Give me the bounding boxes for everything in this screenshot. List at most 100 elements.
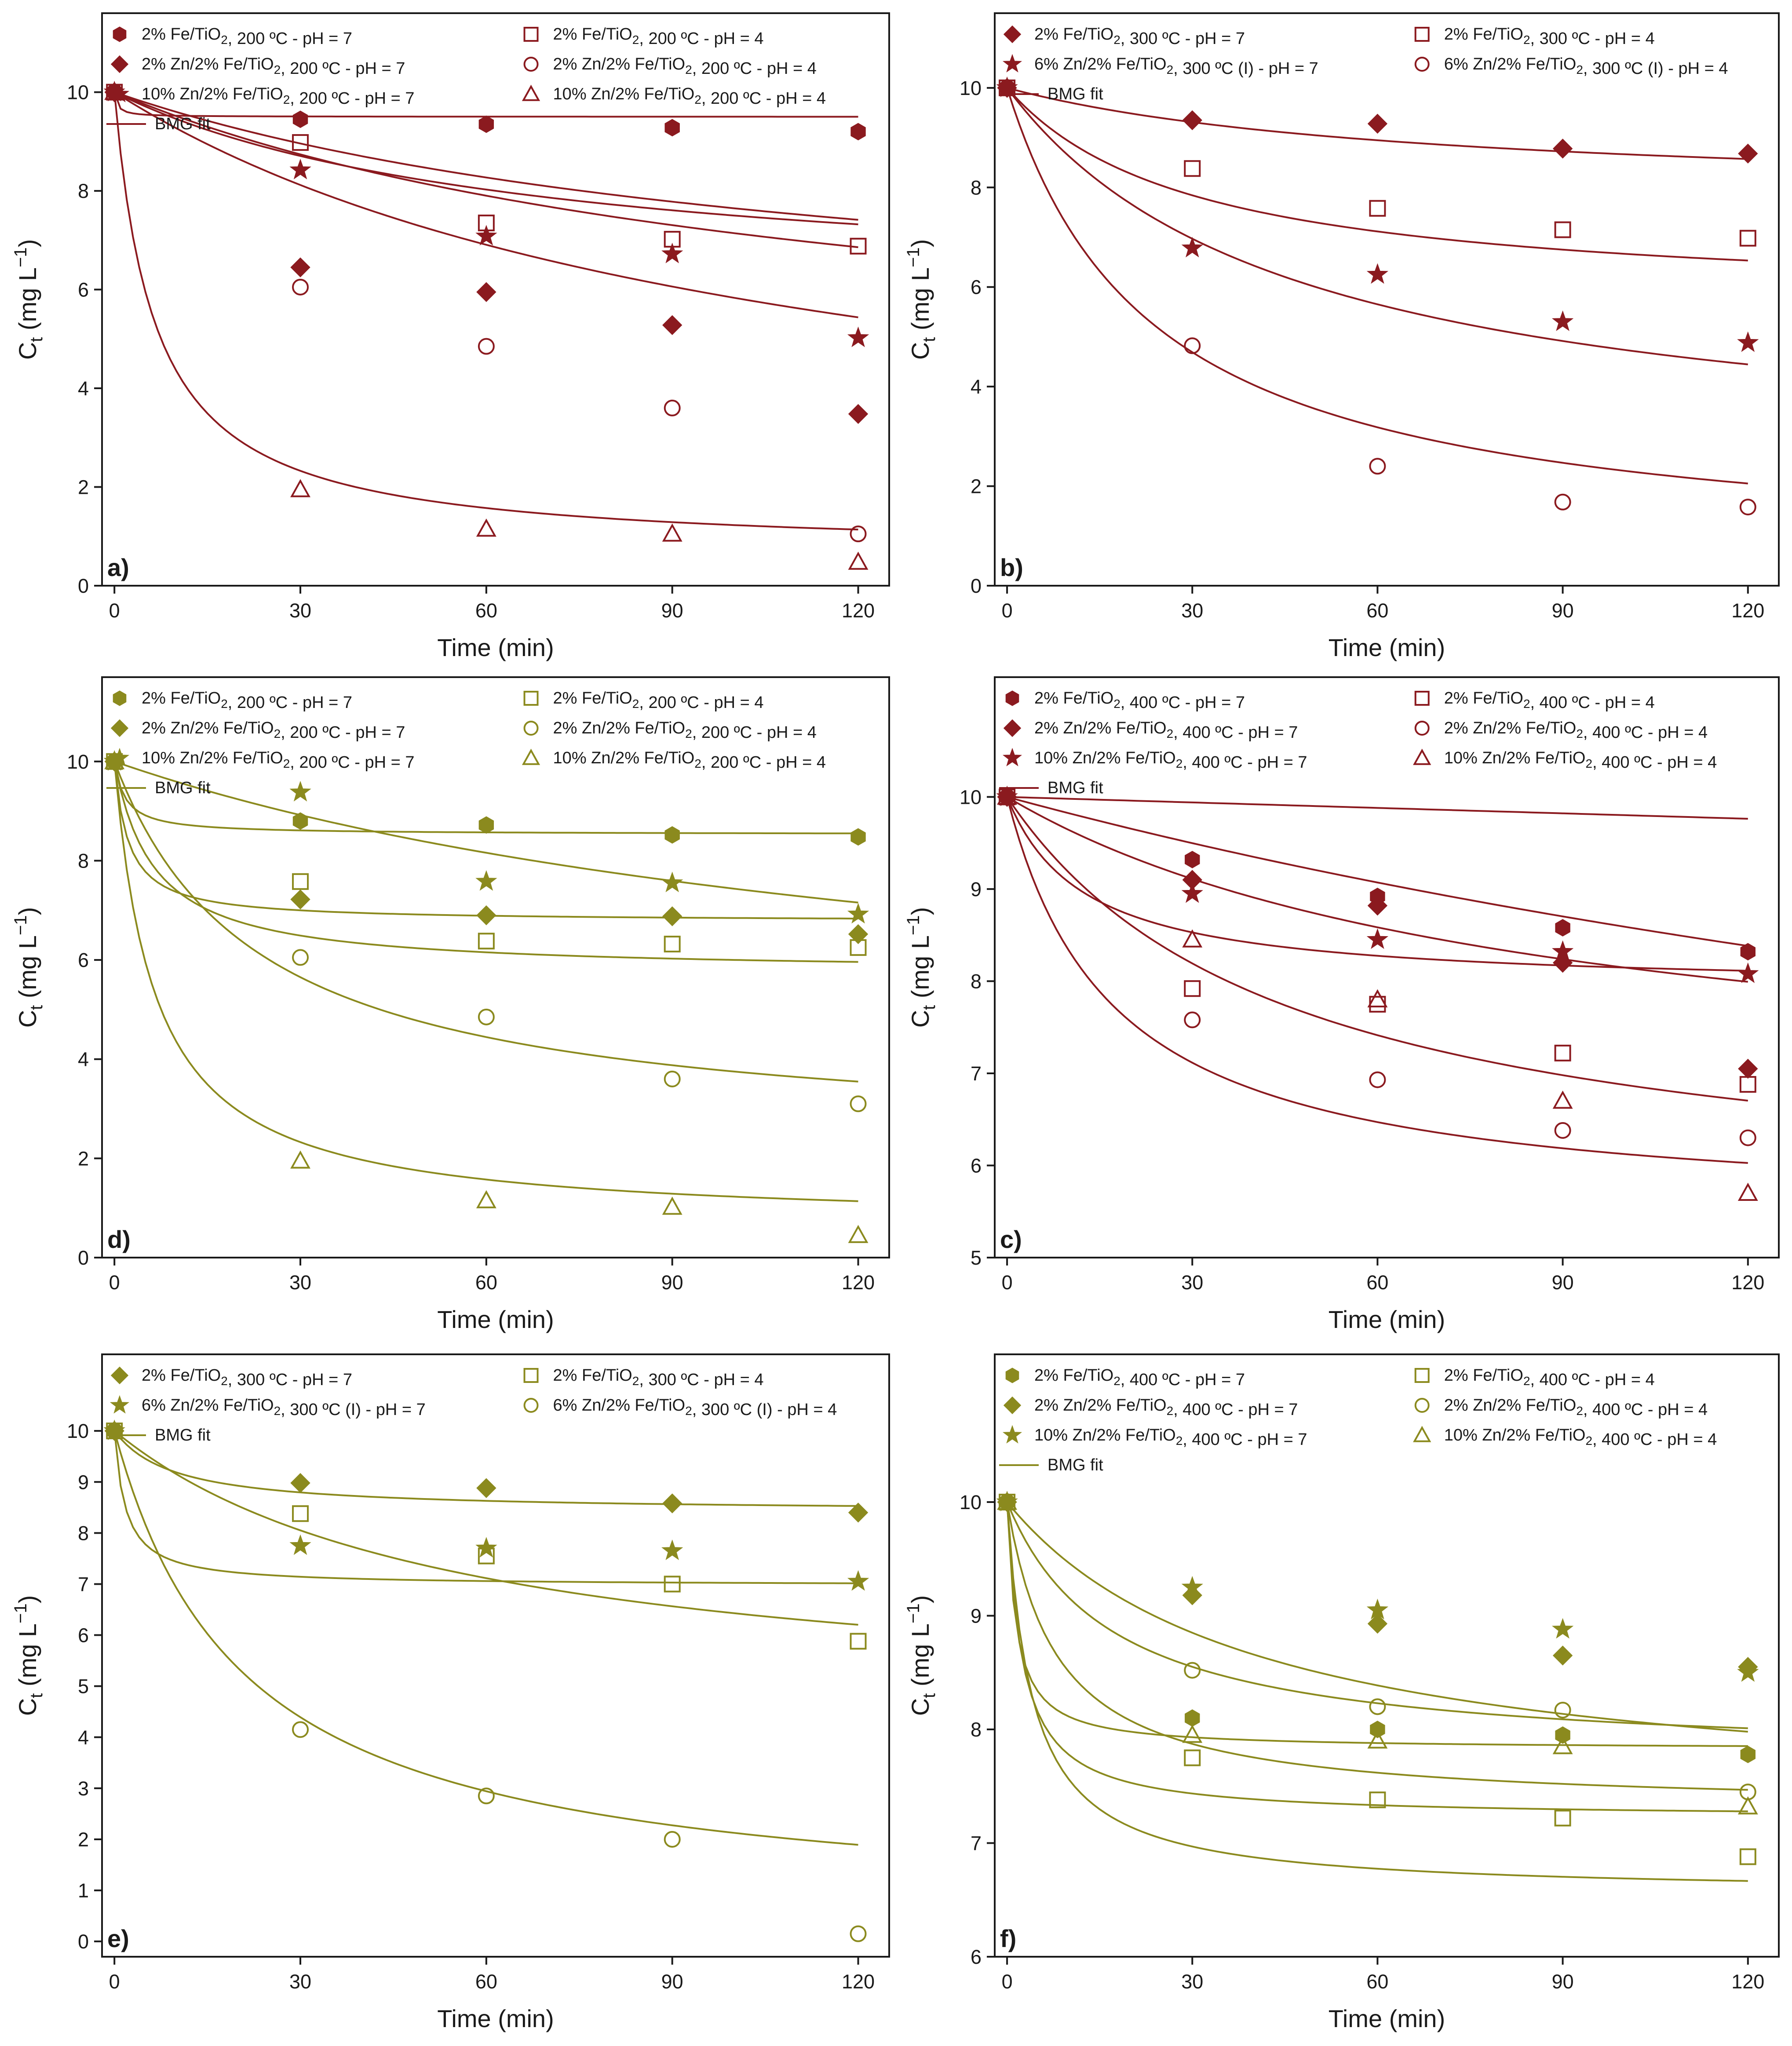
data-point xyxy=(290,257,310,277)
data-point xyxy=(478,1547,495,1565)
fit-line xyxy=(114,91,858,226)
y-tick-label: 0 xyxy=(78,575,89,597)
legend-label: 2% Zn/2% Fe/TiO2, 400 ºC - pH = 7 xyxy=(1034,1396,1298,1419)
x-tick-label: 60 xyxy=(475,1970,497,1993)
x-tick-label: 0 xyxy=(1002,1970,1013,1993)
data-point xyxy=(1366,263,1389,284)
panel-label: d) xyxy=(107,1225,131,1253)
chart-panel-f: 0 30 60 90 120 6 7 8 9 10 Time (min) Ct (mg L−1) f) 2… xyxy=(904,1353,1780,2032)
y-tick-label: 2 xyxy=(78,1828,89,1851)
data-point xyxy=(478,933,495,950)
fit-line xyxy=(113,92,858,531)
data-point xyxy=(1182,929,1203,948)
data-point xyxy=(1739,1129,1756,1146)
legend-fit-label: BMG fit xyxy=(1047,85,1103,103)
x-tick-label: 120 xyxy=(1731,1970,1764,1993)
legend-marker xyxy=(1414,691,1430,706)
data-point xyxy=(997,1492,1018,1510)
legend-marker xyxy=(522,748,540,765)
legend-marker xyxy=(1005,1368,1019,1383)
data-point xyxy=(850,237,867,255)
y-tick-label: 5 xyxy=(78,1675,89,1698)
x-tick-label: 120 xyxy=(1731,599,1764,622)
legend-label: 2% Fe/TiO2, 300 ºC - pH = 4 xyxy=(553,1366,764,1389)
data-point xyxy=(1552,139,1573,159)
x-tick-label: 0 xyxy=(109,1970,120,1993)
panel-label: e) xyxy=(107,1925,129,1952)
data-point xyxy=(850,939,867,956)
panel-label: b) xyxy=(1000,554,1023,581)
legend-marker xyxy=(1002,748,1022,766)
legend-marker xyxy=(1414,721,1430,736)
x-tick-label: 60 xyxy=(1366,1271,1388,1294)
data-point xyxy=(290,889,310,910)
data-point xyxy=(290,1473,310,1493)
x-tick-label: 60 xyxy=(475,599,497,622)
plot-frame xyxy=(994,1353,1780,1958)
chart-panel-b: 0 30 60 90 120 0 2 4 6 8 10 Time (min) Ct (mg L−1) b)… xyxy=(904,12,1780,661)
data-point xyxy=(664,1831,681,1848)
legend-marker xyxy=(523,27,539,42)
y-tick-label: 10 xyxy=(960,77,982,99)
x-tick-label: 0 xyxy=(109,1271,120,1294)
data-point xyxy=(1181,1576,1203,1597)
legend-marker xyxy=(113,690,127,706)
data-point xyxy=(1184,1662,1201,1679)
fit-line xyxy=(1007,796,1748,947)
y-tick-label: 9 xyxy=(971,1605,982,1627)
data-point xyxy=(847,903,869,924)
data-point xyxy=(1369,458,1386,475)
legend-label: 2% Fe/TiO2, 200 ºC - pH = 7 xyxy=(142,689,352,712)
y-tick-label: 6 xyxy=(971,1154,982,1177)
legend-label: 10% Zn/2% Fe/TiO2, 200 ºC - pH = 4 xyxy=(553,85,826,108)
data-point xyxy=(292,873,309,890)
fit-line xyxy=(113,761,858,963)
legend-label: 10% Zn/2% Fe/TiO2, 200 ºC - pH = 4 xyxy=(553,749,826,772)
y-tick-label: 9 xyxy=(78,1471,89,1493)
data-point xyxy=(847,326,869,347)
data-point xyxy=(476,1478,496,1498)
data-point xyxy=(848,1503,869,1523)
data-point xyxy=(1554,221,1571,238)
data-point xyxy=(290,479,310,497)
data-point xyxy=(661,872,683,893)
y-tick-label: 10 xyxy=(67,81,89,104)
data-point xyxy=(1369,1698,1386,1715)
data-point xyxy=(1739,1848,1756,1865)
x-tick-label: 90 xyxy=(661,1271,683,1294)
data-point xyxy=(1552,1090,1573,1109)
x-tick-label: 60 xyxy=(475,1271,497,1294)
legend-marker xyxy=(1413,748,1431,765)
data-point xyxy=(850,1633,867,1650)
legend-marker xyxy=(523,1398,539,1413)
legend-marker xyxy=(109,84,130,102)
y-tick-label: 0 xyxy=(971,575,982,597)
data-point xyxy=(850,525,867,543)
legend-label: 2% Zn/2% Fe/TiO2, 200 ºC - pH = 7 xyxy=(142,55,405,78)
fit-line xyxy=(113,1430,858,1584)
y-tick-label: 0 xyxy=(78,1247,89,1269)
legend-label: 10% Zn/2% Fe/TiO2, 400 ºC - pH = 7 xyxy=(1034,1426,1307,1449)
x-tick-label: 30 xyxy=(289,1970,311,1993)
data-point xyxy=(290,1150,310,1169)
data-point xyxy=(1554,1044,1571,1061)
data-point xyxy=(1554,1702,1571,1719)
data-point xyxy=(1184,1749,1201,1766)
legend-label: 2% Fe/TiO2, 300 ºC - pH = 7 xyxy=(1034,25,1245,48)
x-axis-title: Time (min) xyxy=(1328,2005,1445,2032)
data-point xyxy=(289,1534,311,1555)
data-point xyxy=(661,1539,683,1560)
legend-label: 2% Fe/TiO2, 400 ºC - pH = 7 xyxy=(1034,689,1245,712)
data-point xyxy=(292,278,309,295)
data-point xyxy=(850,828,866,846)
data-point xyxy=(847,1570,869,1591)
data-point xyxy=(1552,1645,1573,1666)
x-tick-label: 30 xyxy=(1181,599,1203,622)
legend-label: 10% Zn/2% Fe/TiO2, 400 ºC - pH = 4 xyxy=(1444,749,1717,772)
fit-line xyxy=(1006,796,1748,1164)
data-point xyxy=(661,242,683,263)
y-tick-label: 7 xyxy=(971,1832,982,1855)
data-point xyxy=(1184,980,1201,997)
y-tick-label: 6 xyxy=(78,949,89,971)
fit-line xyxy=(1007,87,1748,160)
